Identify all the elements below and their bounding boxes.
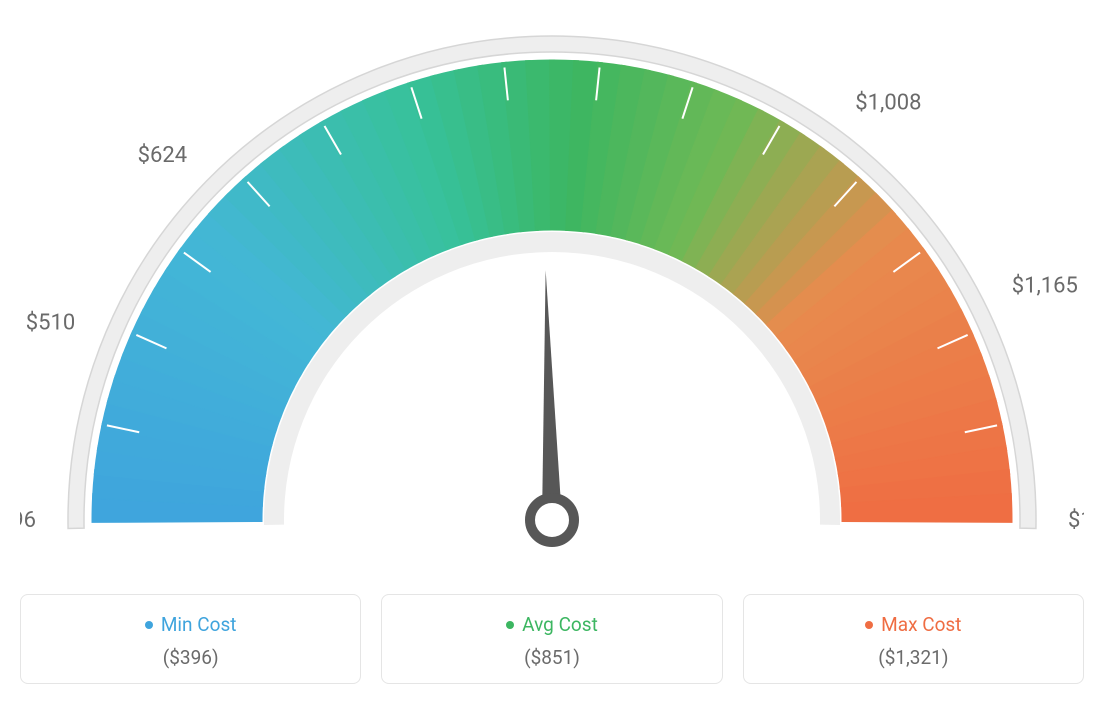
gauge-needle bbox=[542, 270, 562, 520]
legend-card-max: Max Cost ($1,321) bbox=[743, 594, 1084, 684]
needle-pivot bbox=[530, 498, 574, 542]
legend-card-avg: Avg Cost ($851) bbox=[381, 594, 722, 684]
tick-label: $624 bbox=[138, 143, 187, 168]
legend-avg-title: Avg Cost bbox=[506, 613, 598, 636]
legend-max-value: ($1,321) bbox=[754, 646, 1073, 669]
gauge-svg: $396$510$624$851$1,008$1,165$1,321 bbox=[20, 20, 1084, 560]
legend-min-title: Min Cost bbox=[145, 613, 237, 636]
legend-max-title: Max Cost bbox=[865, 613, 961, 636]
tick-label: $396 bbox=[20, 508, 36, 533]
tick-label: $510 bbox=[26, 311, 75, 336]
tick-label: $1,165 bbox=[1012, 274, 1078, 299]
tick-label: $1,008 bbox=[855, 91, 921, 116]
legend-row: Min Cost ($396) Avg Cost ($851) Max Cost… bbox=[20, 594, 1084, 684]
cost-gauge-chart: $396$510$624$851$1,008$1,165$1,321 bbox=[20, 20, 1084, 564]
legend-min-value: ($396) bbox=[31, 646, 350, 669]
legend-card-min: Min Cost ($396) bbox=[20, 594, 361, 684]
legend-avg-value: ($851) bbox=[392, 646, 711, 669]
tick-label: $1,321 bbox=[1068, 508, 1084, 533]
